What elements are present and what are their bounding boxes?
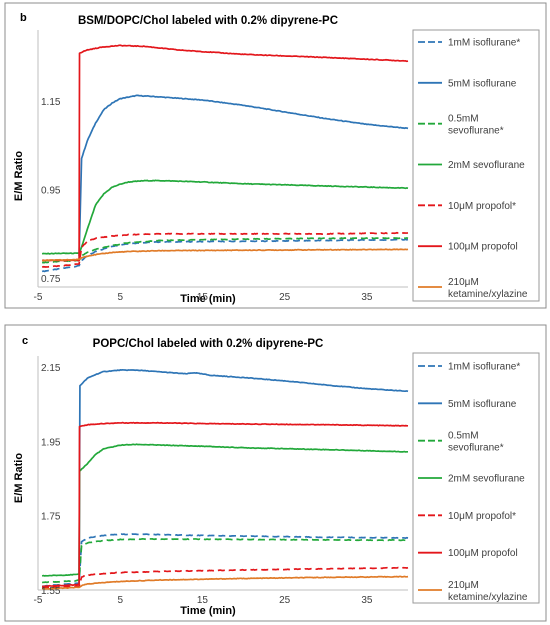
legend-label: 1mM isoflurane*	[448, 38, 520, 49]
panel-c-label: c	[22, 335, 28, 347]
panel-c-legend: 1mM isoflurane* 5mM isoflurane 0.5mM sevofl…	[412, 352, 540, 604]
panel-c-tick-labels: -5 5 15 25 35 1.55 1.75 1.95 2.15	[34, 363, 373, 606]
panel-b-tick-labels: -5 5 15 25 35 0.75 0.95 1.15	[34, 97, 373, 303]
x-tick-label: 25	[279, 595, 291, 606]
legend-label: 0.5mM sevoflurane*	[448, 431, 504, 454]
panel-b-x-axis-title: Time (min)	[180, 293, 236, 305]
series-line	[41, 538, 409, 584]
panel-c-plot-area	[41, 368, 409, 590]
panel-c-title: POPC/Chol labeled with 0.2% dipyrene-PC	[93, 338, 324, 350]
x-tick-label: -5	[34, 595, 43, 606]
series-line	[41, 443, 409, 577]
panel-c-axes	[37, 356, 408, 591]
x-tick-label: 15	[197, 292, 209, 303]
panel-c-y-axis-title: E/M Ratio	[13, 453, 25, 503]
panel-b-plot-area	[41, 44, 409, 273]
legend-label: 5mM isoflurane	[448, 399, 517, 410]
panel-c-x-axis-title: Time (min)	[180, 605, 236, 617]
panel-b-title: BSM/DOPC/Chol labeled with 0.2% dipyrene…	[78, 15, 338, 27]
panel-c: c POPC/Chol labeled with 0.2% dipyrene-P…	[4, 324, 547, 622]
x-tick-label: -5	[34, 292, 43, 303]
legend-label: 100μM propofol	[448, 242, 518, 253]
legend-label: 5mM isoflurane	[448, 78, 517, 89]
panel-b-y-axis-title: E/M Ratio	[13, 151, 25, 201]
panel-b-label: b	[20, 12, 27, 24]
panel-b: b BSM/DOPC/Chol labeled with 0.2% dipyre…	[4, 2, 547, 309]
series-line	[41, 179, 409, 255]
legend-label: 0.5mM sevoflurane*	[448, 114, 504, 137]
y-tick-label: 0.75	[41, 274, 61, 285]
legend-label: 1mM isoflurane*	[448, 362, 520, 373]
series-line	[42, 533, 409, 588]
legend-label: 2mM sevoflurane	[448, 160, 525, 171]
legend-label: 2mM sevoflurane	[448, 474, 525, 485]
legend-label: 210μM ketamine/xylazine	[448, 277, 528, 300]
series-line	[78, 94, 409, 257]
series-line	[41, 566, 409, 589]
series-line	[41, 421, 409, 588]
y-tick-label: 2.15	[41, 363, 61, 374]
series-line	[41, 44, 409, 262]
series-line	[41, 248, 409, 262]
legend-label: 10μM propofol*	[448, 511, 516, 522]
x-tick-label: 35	[361, 292, 373, 303]
x-tick-label: 25	[279, 292, 291, 303]
series-line	[78, 368, 409, 583]
y-tick-label: 0.95	[41, 186, 61, 197]
x-tick-label: 15	[197, 595, 209, 606]
legend-label: 100μM propofol	[448, 548, 518, 559]
panel-b-axes	[37, 30, 408, 288]
series-line	[41, 237, 409, 264]
series-line	[41, 575, 409, 590]
y-tick-label: 1.75	[41, 512, 61, 523]
y-tick-label: 1.15	[41, 97, 61, 108]
series-line	[41, 238, 409, 273]
panel-b-legend: 1mM isoflurane* 5mM isoflurane 0.5mM sevofl…	[412, 29, 540, 302]
x-tick-label: 35	[361, 595, 373, 606]
y-tick-label: 1.95	[41, 437, 61, 448]
legend-label: 10μM propofol*	[448, 201, 516, 212]
series-line	[41, 231, 409, 268]
legend-label: 210μM ketamine/xylazine	[448, 580, 528, 603]
x-tick-label: 5	[117, 595, 123, 606]
y-tick-label: 1.55	[41, 586, 61, 597]
panel-b-legend-box	[412, 29, 540, 302]
x-tick-label: 5	[117, 292, 123, 303]
